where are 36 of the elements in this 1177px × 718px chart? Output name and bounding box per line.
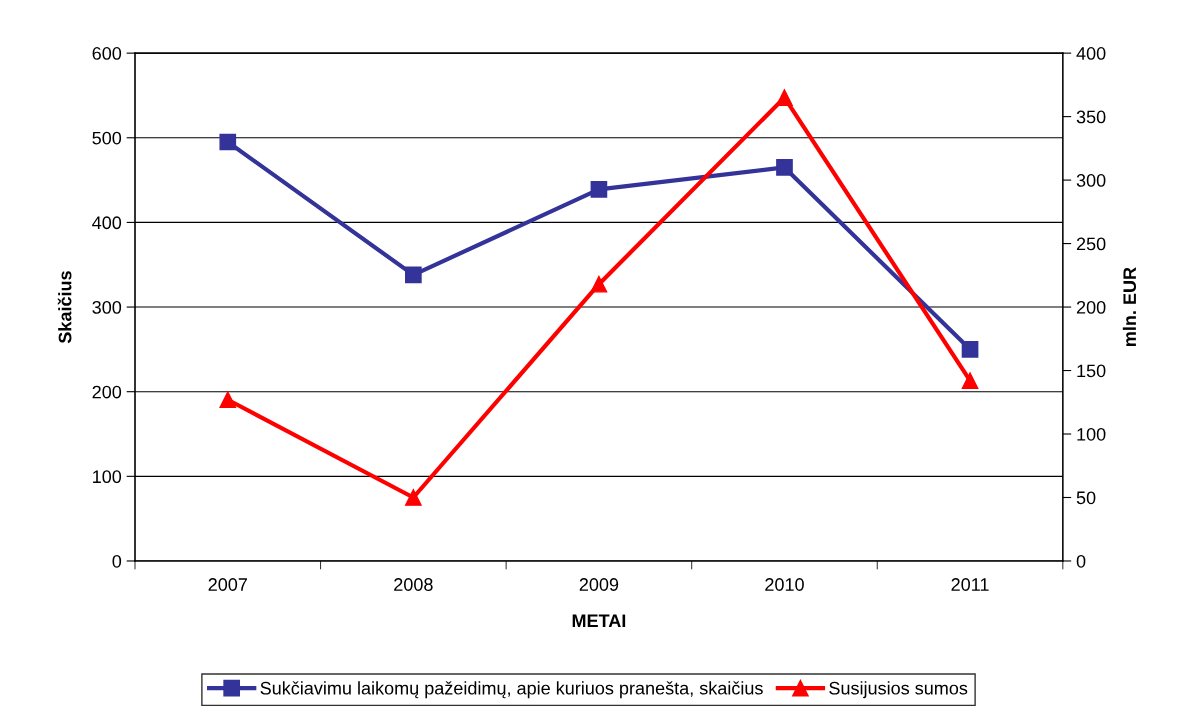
x-tick-label: 2011 [951, 578, 989, 591]
y2-tick-label: 200 [1076, 300, 1106, 314]
x-tick-label: 2009 [579, 578, 619, 591]
x-tick-label: 2008 [394, 578, 433, 591]
x-axis-title: METAI [572, 614, 626, 627]
point [776, 89, 793, 106]
legend-label: Susijusios sumos [829, 681, 968, 699]
y-tick-label: 400 [92, 216, 122, 230]
y2-tick-label: 50 [1076, 491, 1096, 505]
point [405, 266, 422, 284]
y-tick-label: 200 [92, 385, 122, 399]
point [961, 341, 979, 358]
y2-tick-label: 0 [1076, 554, 1086, 568]
point [776, 159, 793, 176]
x-tick-label: 2010 [765, 578, 804, 591]
y-tick-label: 500 [92, 131, 122, 145]
legend-label: Sukčiavimu laikomų pažeidimų, apie kuriuos pranešta, skaičius [260, 681, 763, 699]
y-tick-label: 0 [112, 554, 122, 568]
y-tick-label: 600 [92, 47, 122, 60]
y2-tick-label: 150 [1077, 364, 1106, 378]
y2-tick-label: 350 [1076, 110, 1106, 124]
y-tick-label: 100 [93, 470, 122, 484]
y2-axis-title: mln. EUR [1122, 267, 1137, 346]
y2-tick-label: 250 [1076, 237, 1106, 251]
y2-tick-label: 400 [1076, 47, 1106, 60]
point [219, 133, 237, 151]
y-axis-title: Skaičius [57, 271, 72, 344]
point [961, 372, 979, 390]
point [590, 181, 608, 198]
point [405, 489, 422, 506]
y2-tick-label: 100 [1077, 427, 1106, 441]
point [219, 391, 237, 409]
y2-tick-label: 300 [1076, 174, 1106, 187]
point [590, 275, 608, 293]
y-tick-label: 300 [92, 300, 122, 314]
x-tick-label: 2007 [208, 578, 247, 591]
